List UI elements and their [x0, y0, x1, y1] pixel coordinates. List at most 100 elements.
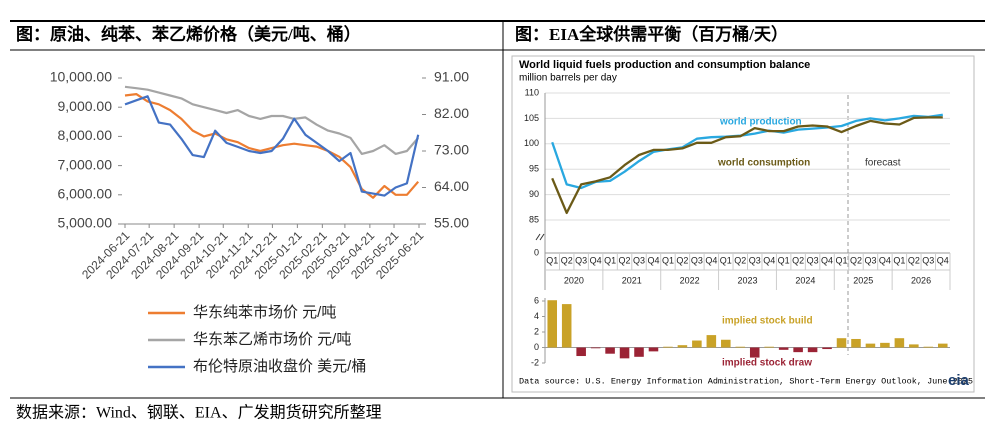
series-line	[124, 85, 420, 155]
annotation: implied stock build	[722, 316, 813, 327]
bar	[807, 347, 818, 353]
x-tick-label: Q2	[619, 255, 631, 265]
x-tick-label: Q4	[821, 255, 833, 265]
bar	[937, 343, 948, 348]
bar	[865, 343, 876, 348]
x-tick-label: Q4	[705, 255, 717, 265]
y-tick-label: 85	[529, 214, 539, 224]
x-tick-label: Q1	[604, 255, 616, 265]
y-tick-label: 10,000.00	[50, 69, 112, 85]
bar	[692, 340, 702, 348]
y-tick-label: 6	[534, 295, 539, 305]
bar	[561, 304, 572, 348]
legend-label: 华东纯苯市场价 元/吨	[193, 304, 336, 321]
y-tick-label: 5,000.00	[58, 215, 113, 231]
year-label: 2020	[564, 275, 584, 285]
year-label: 2024	[795, 275, 815, 285]
y-tick-label: 8,000.00	[58, 127, 113, 143]
bar	[778, 347, 789, 350]
bar	[721, 339, 731, 348]
bar	[880, 342, 890, 348]
x-tick-label: Q3	[922, 255, 934, 265]
x-tick-label: Q4	[647, 255, 659, 265]
y2-tick-label: 82.00	[434, 105, 469, 121]
right-title: 图：EIA全球供需平衡（百万桶/天）	[515, 24, 788, 44]
y-tick-label: 100	[524, 138, 539, 148]
annotation: implied stock draw	[722, 358, 812, 369]
bar	[836, 338, 847, 348]
year-label: 2025	[853, 275, 873, 285]
logo: eia	[948, 372, 970, 389]
series-label: world consumption	[717, 158, 810, 169]
y2-tick-label: 55.00	[434, 215, 469, 231]
legend-label: 布伦特原油收盘价 美元/桶	[193, 357, 366, 375]
x-tick-label: Q3	[864, 255, 876, 265]
x-tick-label: Q1	[546, 255, 558, 265]
y-tick-label: 110	[525, 87, 539, 97]
y2-tick-label: 91.00	[434, 69, 469, 85]
x-tick-label: Q3	[633, 255, 645, 265]
y-break-label: 0	[534, 247, 539, 257]
series-line	[551, 113, 943, 190]
y-tick-label: 6,000.00	[58, 186, 113, 202]
x-tick-label: Q3	[691, 255, 703, 265]
bar	[735, 346, 746, 348]
eia-frame	[511, 55, 975, 393]
bar	[634, 347, 644, 357]
bar	[793, 347, 803, 353]
series-line	[551, 116, 943, 215]
axis-break	[535, 233, 545, 241]
x-tick-label: Q3	[807, 255, 819, 265]
x-tick-label: Q2	[676, 255, 688, 265]
x-tick-label: Q4	[590, 255, 602, 265]
y-tick-label: 9,000.00	[58, 98, 113, 114]
x-tick-label: Q1	[893, 255, 905, 265]
x-tick-label: Q2	[850, 255, 862, 265]
x-tick-label: Q1	[662, 255, 674, 265]
x-tick-label: Q3	[575, 255, 587, 265]
y-tick-label: 7,000.00	[58, 156, 113, 172]
series-label: world production	[719, 117, 802, 128]
y-tick-label: 105	[524, 113, 539, 123]
x-tick-label: Q4	[879, 255, 891, 265]
source: 数据来源：Wind、钢联、EIA、广发期货研究所整理	[16, 404, 382, 422]
bar	[663, 346, 673, 348]
bar	[605, 347, 615, 354]
bar	[894, 338, 905, 348]
bar	[648, 347, 659, 352]
chart-subtitle: million barrels per day	[519, 73, 617, 84]
bar	[706, 335, 717, 348]
bar	[851, 338, 861, 348]
bar	[822, 347, 832, 350]
y-tick-label: -2	[531, 357, 539, 367]
left-title: 图：原油、纯苯、苯乙烯价格（美元/吨、桶）	[16, 24, 361, 44]
y-tick-label: 90	[529, 189, 539, 199]
series-line	[124, 93, 420, 199]
x-tick-label: Q1	[720, 255, 732, 265]
x-tick-label: Q4	[763, 255, 775, 265]
year-label: 2021	[622, 275, 642, 285]
x-tick-label: Q2	[561, 255, 573, 265]
year-label: 2026	[911, 275, 931, 285]
year-label: 2022	[680, 275, 700, 285]
bar	[764, 346, 774, 348]
bar	[547, 300, 558, 348]
legend-label: 华东苯乙烯市场价 元/吨	[193, 331, 351, 348]
bar	[619, 347, 630, 359]
source-note: Data source: U.S. Energy Information Adm…	[519, 376, 973, 386]
x-tick-label: Q2	[908, 255, 920, 265]
y-tick-label: 4	[534, 311, 539, 321]
x-tick-label: Q2	[792, 255, 804, 265]
bar	[923, 346, 934, 348]
y2-tick-label: 73.00	[434, 142, 469, 158]
annotation: forecast	[865, 158, 901, 169]
bar	[909, 344, 919, 348]
x-tick-label: Q2	[734, 255, 746, 265]
x-tick-label: Q4	[937, 255, 949, 265]
y-tick-label: 2	[534, 326, 539, 336]
bar	[749, 347, 760, 358]
y-tick-label: 95	[529, 164, 539, 174]
bar	[677, 345, 688, 348]
